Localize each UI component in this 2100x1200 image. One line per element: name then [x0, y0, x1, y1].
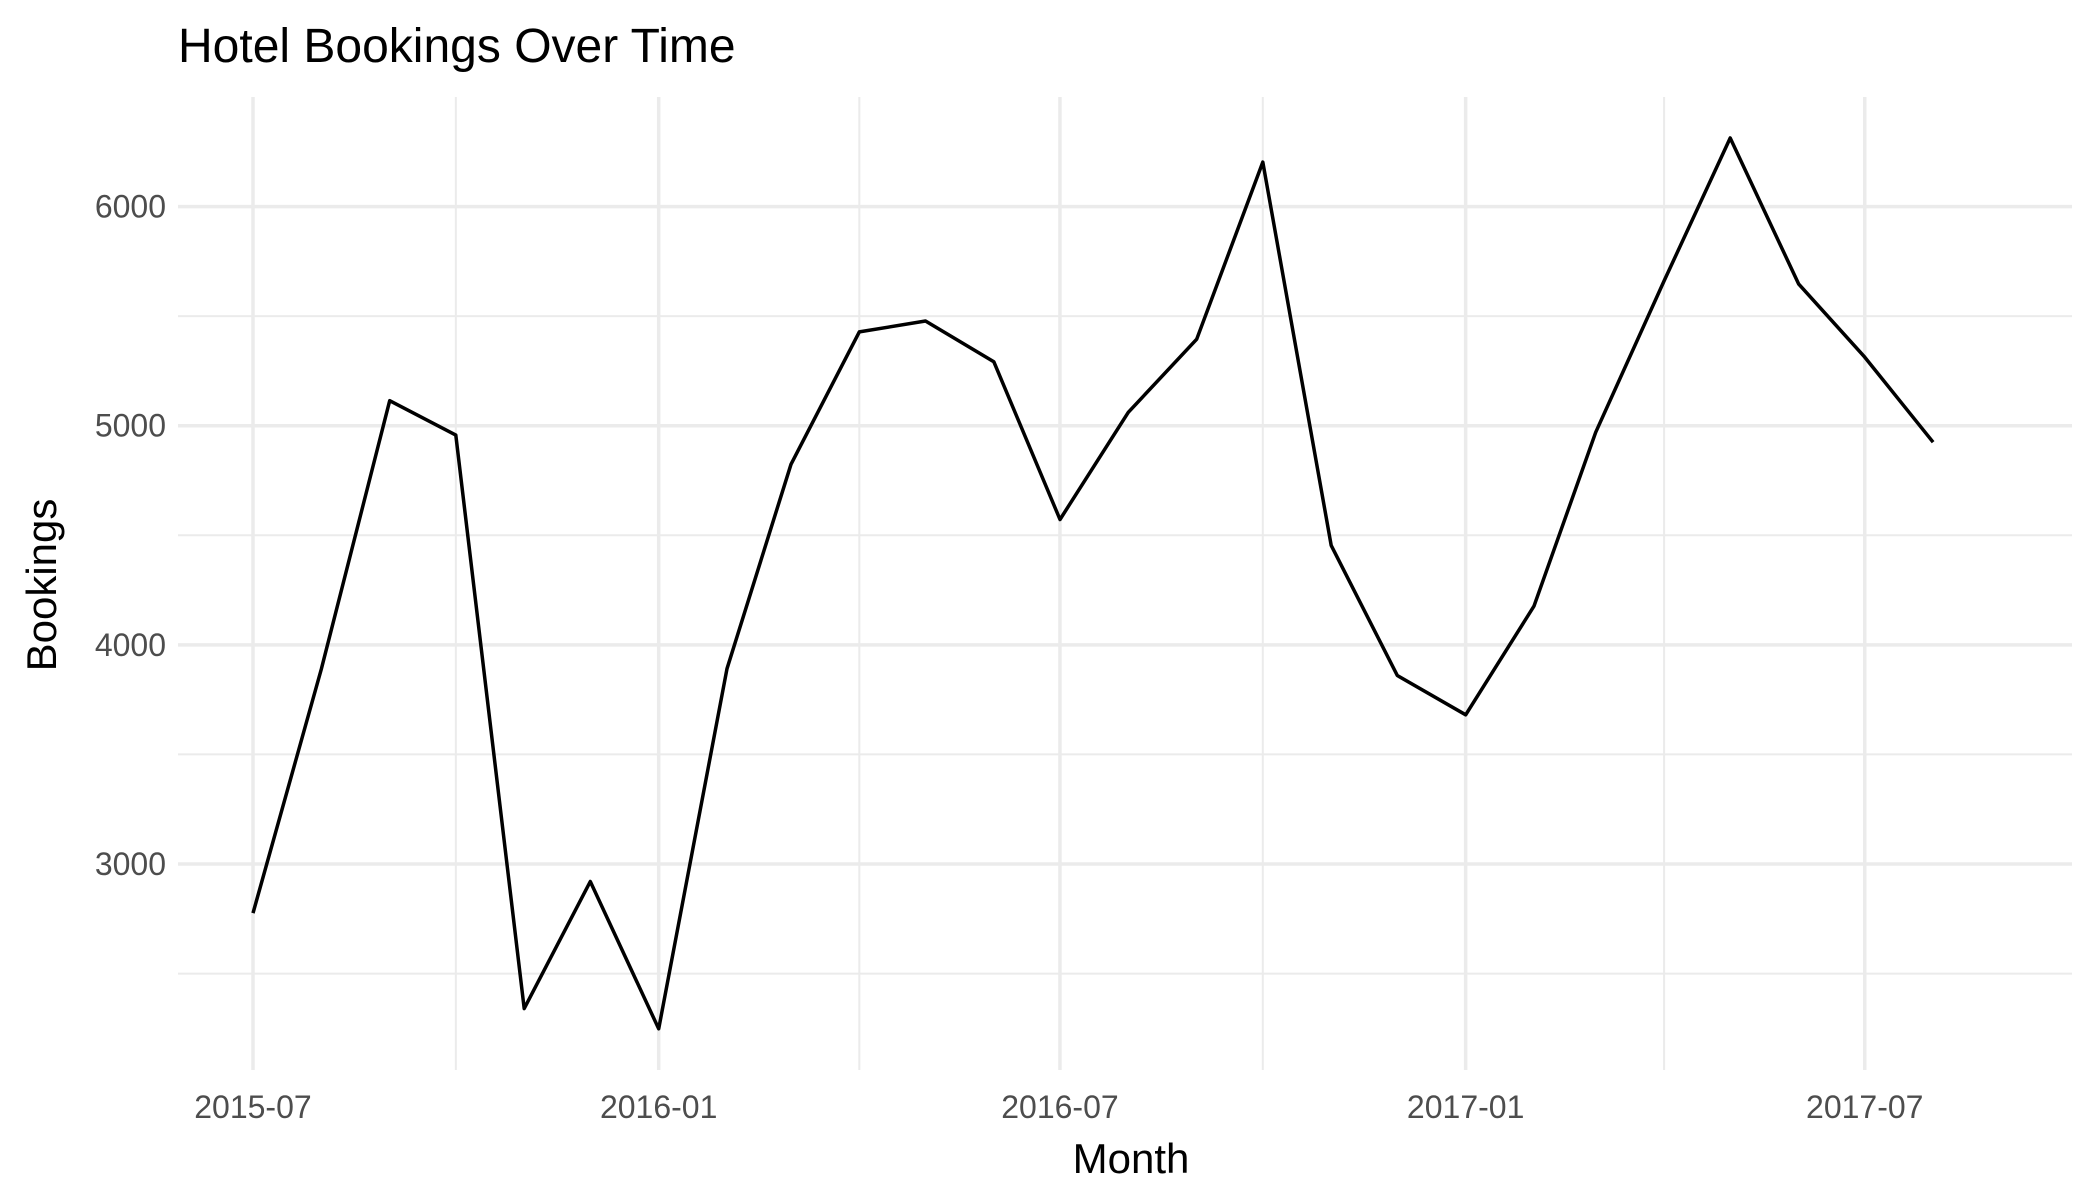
- x-tick-label: 2017-07: [1806, 1089, 1923, 1125]
- x-axis-ticks: 2015-07 2016-01 2016-07 2017-01 2017-07: [194, 1089, 1923, 1125]
- series-layer: [251, 136, 1935, 1031]
- y-axis-title: Bookings: [18, 499, 65, 672]
- bookings-series-line: [251, 136, 1935, 1031]
- y-axis-ticks: 3000 4000 5000 6000: [95, 189, 166, 882]
- y-tick-label: 6000: [95, 189, 166, 225]
- x-tick-label: 2017-01: [1407, 1089, 1524, 1125]
- y-tick-label: 5000: [95, 408, 166, 444]
- x-tick-label: 2016-07: [1001, 1089, 1118, 1125]
- y-tick-label: 4000: [95, 627, 166, 663]
- x-axis-title: Month: [1073, 1135, 1190, 1182]
- x-tick-label: 2016-01: [600, 1089, 717, 1125]
- chart-title: Hotel Bookings Over Time: [178, 20, 736, 73]
- x-tick-label: 2015-07: [194, 1089, 311, 1125]
- y-tick-label: 3000: [95, 846, 166, 882]
